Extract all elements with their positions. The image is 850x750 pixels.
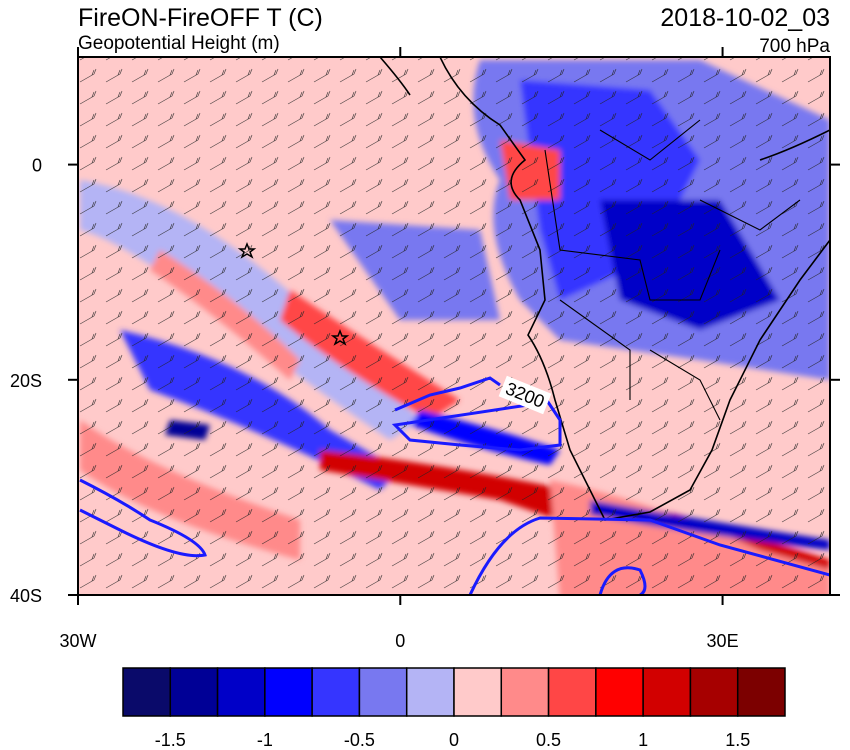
colorbar-box xyxy=(216,667,266,717)
colorbar-box xyxy=(500,667,550,717)
y-tick-label: 20S xyxy=(10,371,42,391)
colorbar-box xyxy=(264,667,313,717)
colorbar: -1.5 -1 -0.5 0 0.5 1 1.5 xyxy=(122,667,786,750)
colorbar-box xyxy=(311,667,361,717)
colorbar-label: 1.5 xyxy=(725,730,750,750)
colorbar-box xyxy=(595,667,644,717)
y-tick-label: 40S xyxy=(10,586,42,606)
time-label: 2018-10-02_03 xyxy=(660,4,830,32)
colorbar-box xyxy=(547,667,597,717)
coastline xyxy=(379,57,830,521)
y-tick-label: 0 xyxy=(32,156,42,176)
colorbar-box xyxy=(453,667,503,717)
colorbar-box xyxy=(642,667,692,717)
x-tick-label: 30E xyxy=(707,631,739,651)
colorbar-label: 1 xyxy=(638,730,648,750)
subtitle: Geopotential Height (m) xyxy=(78,33,280,54)
axes: 30W 0 30E 0 20S 40S xyxy=(10,47,840,651)
colorbar-label: -1 xyxy=(257,730,273,750)
map-field: 3200 xyxy=(78,57,830,595)
colorbar-box xyxy=(736,667,786,717)
colorbar-label: -1.5 xyxy=(155,730,186,750)
borders xyxy=(544,119,801,421)
colorbar-label: 0.5 xyxy=(536,730,561,750)
x-tick-label: 30W xyxy=(59,631,96,651)
colorbar-label: -0.5 xyxy=(344,730,375,750)
star-marker xyxy=(237,241,257,259)
colorbar-box xyxy=(169,667,219,717)
level-label: 700 hPa xyxy=(759,36,830,57)
x-tick-label: 0 xyxy=(395,631,405,651)
colorbar-box xyxy=(122,667,172,717)
colorbar-box xyxy=(689,667,739,717)
colorbar-label: 0 xyxy=(449,730,459,750)
star-marker xyxy=(330,328,350,346)
height-contour xyxy=(79,376,830,595)
colorbar-box xyxy=(358,667,408,717)
plot-frame xyxy=(77,56,831,596)
colorbar-box xyxy=(405,667,455,717)
title: FireON-FireOFF T (C) xyxy=(78,4,323,32)
